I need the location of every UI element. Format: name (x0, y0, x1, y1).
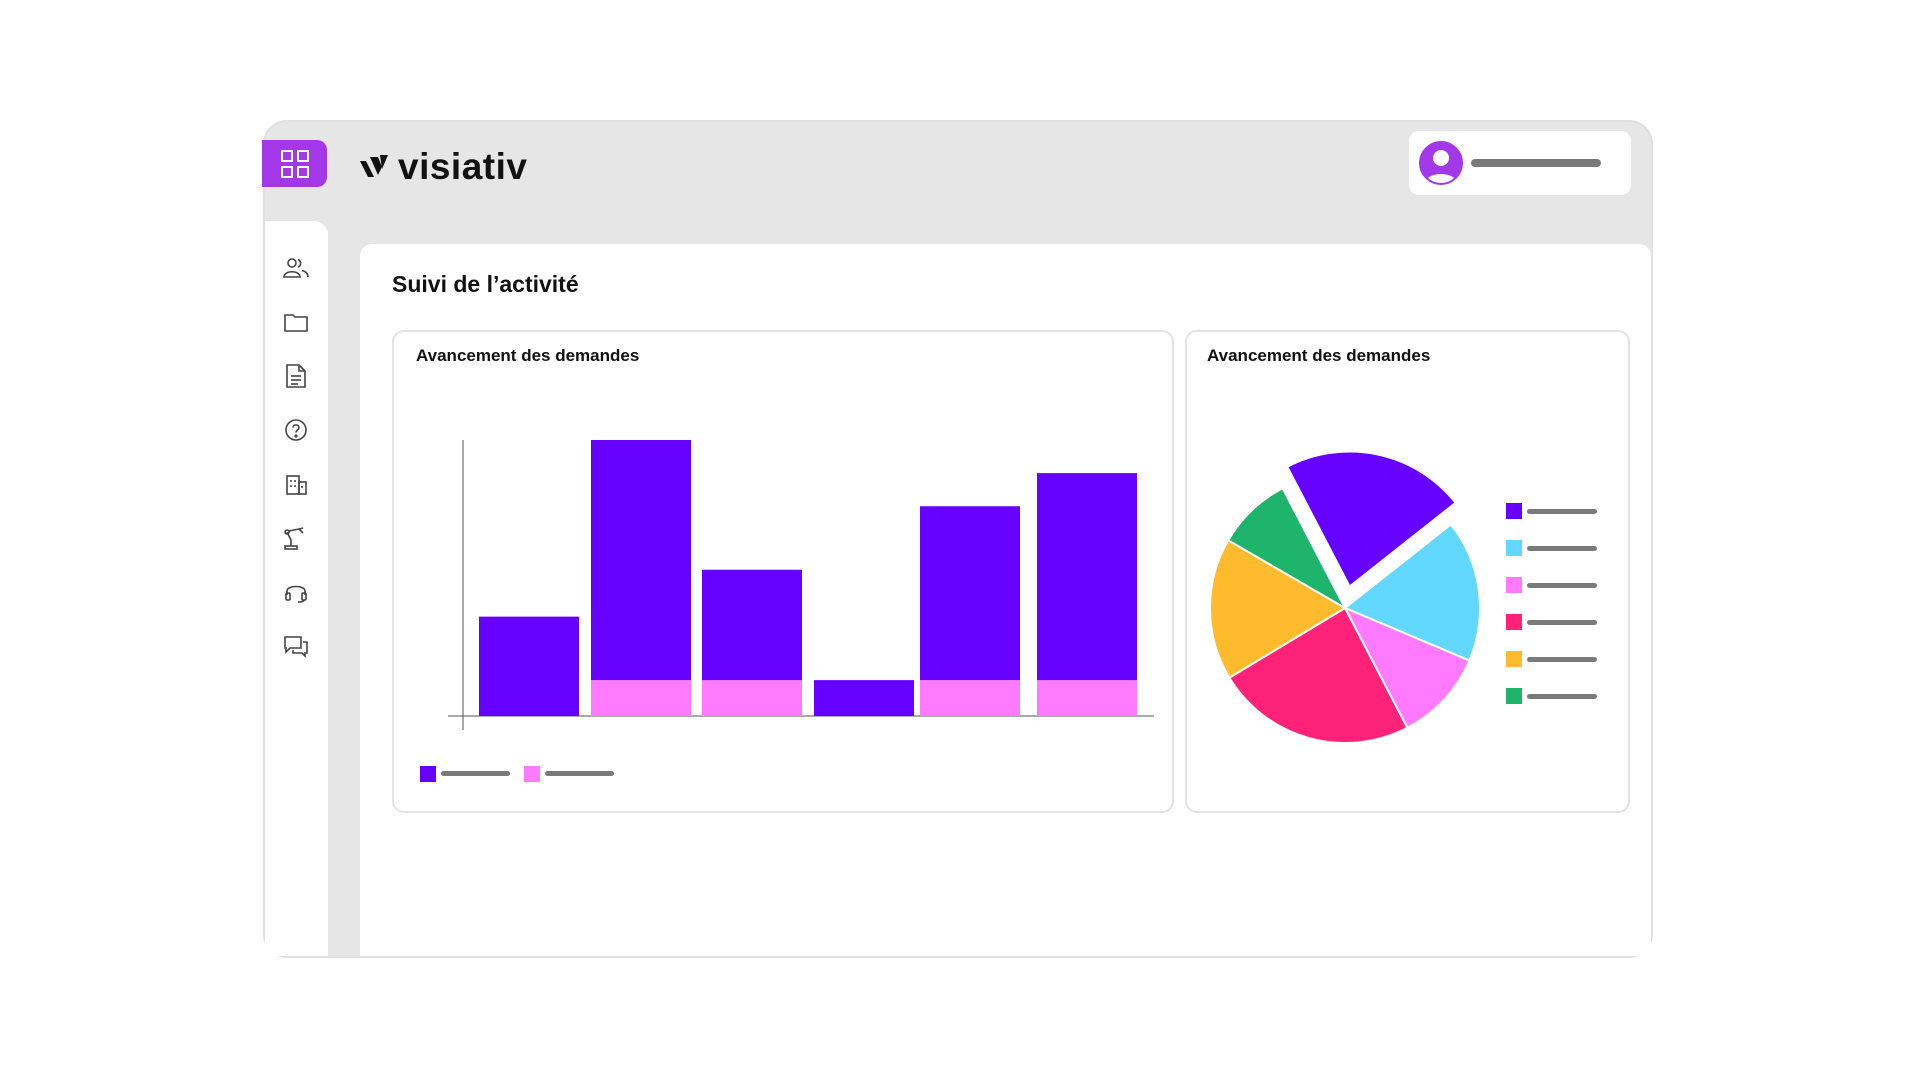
pie-slice-5 (1209, 538, 1347, 680)
pie-legend-label-1 (1527, 509, 1597, 514)
bar-2-series-1 (591, 680, 691, 716)
grid-icon (280, 149, 309, 178)
bar-legend (420, 766, 614, 782)
brand-logo: visiativ (358, 146, 528, 187)
bar-4-series-2 (814, 680, 914, 716)
legend-swatch-series-2 (524, 766, 540, 782)
page-title: Suivi de l’activité (392, 271, 579, 297)
pie-slice-2 (1343, 522, 1481, 662)
robot-arm-icon[interactable] (283, 525, 309, 551)
bar-5-series-1 (920, 680, 1020, 716)
pie-legend-label-3 (1527, 583, 1597, 588)
headset-icon[interactable] (283, 579, 309, 605)
bar-3-series-1 (702, 680, 802, 716)
brand-name: visiativ (398, 146, 528, 187)
pie-legend-swatch-2 (1506, 540, 1522, 556)
pie-slice-4 (1228, 606, 1409, 744)
bar-6-series-2 (1037, 473, 1137, 681)
pie-legend-swatch-3 (1506, 577, 1522, 593)
chat-icon[interactable] (283, 633, 309, 659)
pie-chart (1209, 450, 1597, 744)
pie-legend-label-5 (1527, 657, 1597, 662)
pie-slice-3 (1342, 605, 1471, 730)
pie-legend-swatch-6 (1506, 688, 1522, 704)
pie-legend-label-2 (1527, 546, 1597, 551)
pie-legend-swatch-5 (1506, 651, 1522, 667)
bar-1-series-2 (479, 616, 579, 716)
building-icon[interactable] (283, 471, 309, 497)
bar-3-series-2 (702, 569, 802, 681)
legend-label-series-2 (545, 771, 614, 776)
bar-6-series-1 (1037, 680, 1137, 716)
legend-swatch-series-1 (420, 766, 436, 782)
bar-2-series-2 (591, 440, 691, 681)
bar-chart-title: Avancement des demandes (416, 346, 640, 365)
bar-chart (420, 440, 1154, 782)
pie-legend-label-4 (1527, 620, 1597, 625)
bar-5-series-2 (920, 506, 1020, 681)
folder-icon[interactable] (283, 309, 309, 335)
pie-slice-6 (1226, 486, 1348, 611)
help-icon[interactable] (283, 417, 309, 443)
sidebar (265, 221, 328, 956)
pie-legend-swatch-4 (1506, 614, 1522, 630)
document-icon[interactable] (283, 363, 309, 389)
user-name-placeholder (1471, 159, 1601, 167)
user-menu[interactable] (1409, 131, 1631, 195)
pie-legend (1506, 503, 1597, 704)
legend-label-series-1 (441, 771, 510, 776)
pie-legend-label-6 (1527, 694, 1597, 699)
user-avatar-icon (1419, 141, 1463, 185)
pie-legend-swatch-1 (1506, 503, 1522, 519)
logo-mark-icon (360, 155, 388, 177)
pie-slice-1 (1285, 450, 1457, 589)
app-grid-button[interactable] (262, 140, 327, 187)
users-icon[interactable] (283, 255, 309, 281)
pie-chart-title: Avancement des demandes (1207, 346, 1431, 365)
